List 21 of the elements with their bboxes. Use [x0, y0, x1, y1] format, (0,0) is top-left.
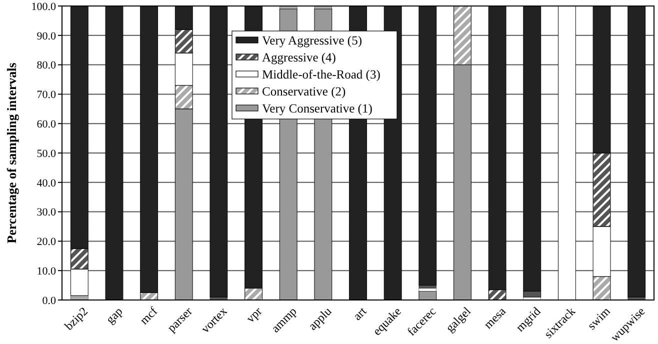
- y-tick-label: 30.0: [36, 206, 56, 219]
- y-tick-label: 70.0: [36, 89, 56, 102]
- x-tick-label: vpr: [243, 304, 265, 326]
- y-tick-label: 80.0: [36, 60, 56, 72]
- y-tick-label: 60.0: [36, 118, 56, 130]
- legend-label: Aggressive (4): [262, 50, 336, 64]
- legend-label: Middle-of-the-Road (3): [262, 67, 380, 82]
- y-tick-label: 50.0: [36, 148, 56, 160]
- y-tick-label: 100.0: [31, 0, 56, 13]
- y-tick-label: 10.0: [36, 265, 56, 278]
- y-tick-label: 0.0: [42, 294, 56, 307]
- y-tick-label: 20.0: [36, 236, 56, 248]
- x-tick-label: mcf: [137, 304, 160, 328]
- legend-label: Very Conservative (1): [262, 101, 372, 116]
- y-axis-title: Percentage of sampling intervals: [4, 62, 19, 244]
- x-tick-label: gap: [103, 304, 126, 326]
- legend-label: Conservative (2): [262, 84, 346, 98]
- y-tick-label: 40.0: [36, 177, 56, 190]
- legend-label: Very Aggressive (5): [262, 33, 362, 48]
- y-tick-label: 90.0: [36, 30, 56, 42]
- x-tick-label: art: [350, 304, 370, 324]
